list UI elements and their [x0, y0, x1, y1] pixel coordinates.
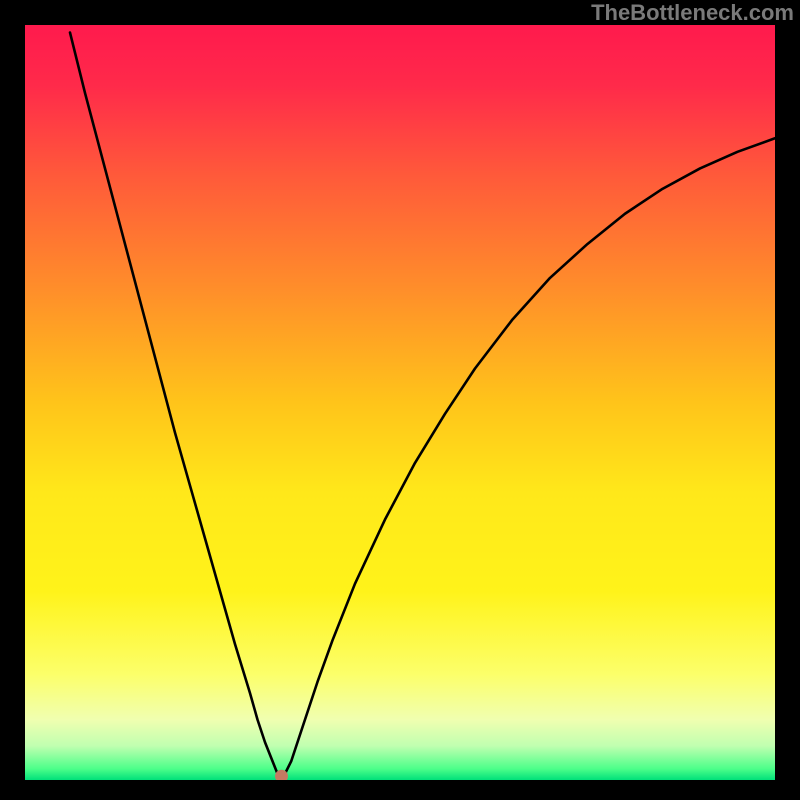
chart-svg: [25, 25, 775, 780]
chart-background: [25, 25, 775, 780]
watermark-text: TheBottleneck.com: [591, 0, 794, 26]
chart-area: [25, 25, 775, 780]
